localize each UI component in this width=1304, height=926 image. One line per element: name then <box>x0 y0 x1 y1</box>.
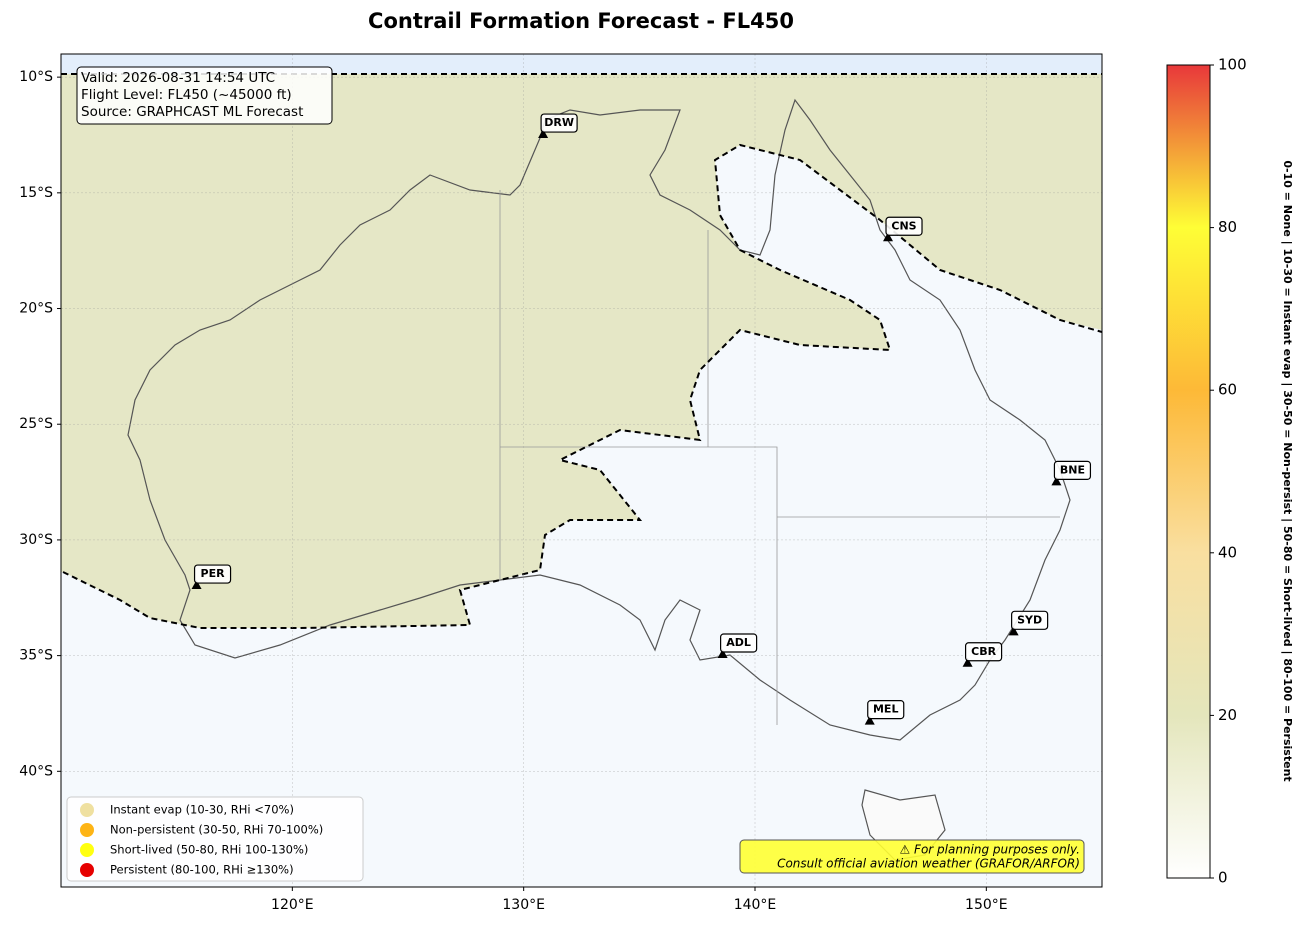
contrail-zone <box>61 74 1102 628</box>
legend-swatch <box>80 823 94 837</box>
y-tick-label: 25°S <box>19 416 53 432</box>
legend-swatch <box>80 843 94 857</box>
city-label-box <box>193 564 232 584</box>
map-area <box>61 54 1102 887</box>
legend-label: Persistent (80-100, RHi ≥130%) <box>110 863 294 877</box>
city-marker <box>1051 476 1062 486</box>
city-marker <box>191 580 202 590</box>
disclaimer-line: ⚠ For planning purposes only. <box>900 843 1080 857</box>
cities: DRW CNS BNE SYD CBR MEL ADL PER <box>191 113 1092 725</box>
legend-label: Instant evap (10-30, RHi <70%) <box>110 803 294 817</box>
x-tick-label: 120°E <box>271 897 314 913</box>
x-tick-label: 130°E <box>502 897 545 913</box>
colorbar-label: 0-10 = None | 10-30 = Instant evap | 30-… <box>1281 160 1294 781</box>
disclaimer: ⚠ For planning purposes only.Consult off… <box>739 839 1085 874</box>
city-marker <box>883 232 894 242</box>
city-label-box <box>964 642 1003 662</box>
city-label: SYD <box>1017 613 1042 626</box>
y-tick-label: 30°S <box>19 532 53 548</box>
info-line: Source: GRAPHCAST ML Forecast <box>81 104 303 120</box>
city-label: ADL <box>726 636 751 649</box>
info-line: Flight Level: FL450 (~45000 ft) <box>81 87 292 103</box>
coastline <box>127 98 1071 741</box>
colorbar-tick-label: 60 <box>1218 381 1237 399</box>
city-label-box <box>720 633 758 653</box>
state-borders <box>499 190 1060 725</box>
y-tick-label: 20°S <box>19 301 53 317</box>
y-tick-label: 35°S <box>19 648 53 664</box>
city-label-box <box>1053 460 1092 480</box>
disclaimer-line: Consult official aviation weather (GRAFO… <box>777 857 1080 871</box>
city-marker <box>717 648 728 658</box>
city-label-box <box>1011 610 1049 630</box>
legend-swatch <box>80 803 94 817</box>
colorbar-tick-label: 20 <box>1218 706 1237 724</box>
y-tick-label: 15°S <box>19 185 53 201</box>
city-marker <box>538 129 549 139</box>
legend-swatch <box>80 863 94 877</box>
city-marker <box>962 657 973 667</box>
colorbar <box>1166 64 1211 879</box>
city-label-box <box>540 113 578 133</box>
y-tick-label: 40°S <box>19 763 53 779</box>
map-frame <box>60 53 1103 888</box>
city-label: DRW <box>544 116 574 129</box>
city-label-box <box>885 216 923 236</box>
x-tick-label: 140°E <box>734 897 777 913</box>
colorbar-tick-label: 0 <box>1218 869 1228 887</box>
legend-label: Non-persistent (30-50, RHi 70-100%) <box>110 823 323 837</box>
info-line: Valid: 2026-08-31 14:54 UTC <box>81 70 275 86</box>
city-marker <box>1008 626 1019 636</box>
legend-label: Short-lived (50-80, RHi 100-130%) <box>110 843 308 857</box>
city-label-box <box>867 700 905 720</box>
city-marker <box>864 715 875 725</box>
city-label: MEL <box>873 703 898 716</box>
city-label: CNS <box>891 219 916 232</box>
city-label: CBR <box>971 645 996 658</box>
y-tick-label: 10°S <box>19 69 53 85</box>
city-label: BNE <box>1060 463 1085 476</box>
colorbar-tick-label: 80 <box>1218 218 1237 236</box>
colorbar-tick-label: 100 <box>1218 56 1247 74</box>
legend: Instant evap (10-30, RHi <70%) Non-persis… <box>66 796 364 882</box>
colorbar-tick-label: 40 <box>1218 543 1237 561</box>
title: Contrail Formation Forecast - FL450 <box>368 9 794 33</box>
x-tick-label: 150°E <box>965 897 1008 913</box>
city-label: PER <box>201 567 226 580</box>
